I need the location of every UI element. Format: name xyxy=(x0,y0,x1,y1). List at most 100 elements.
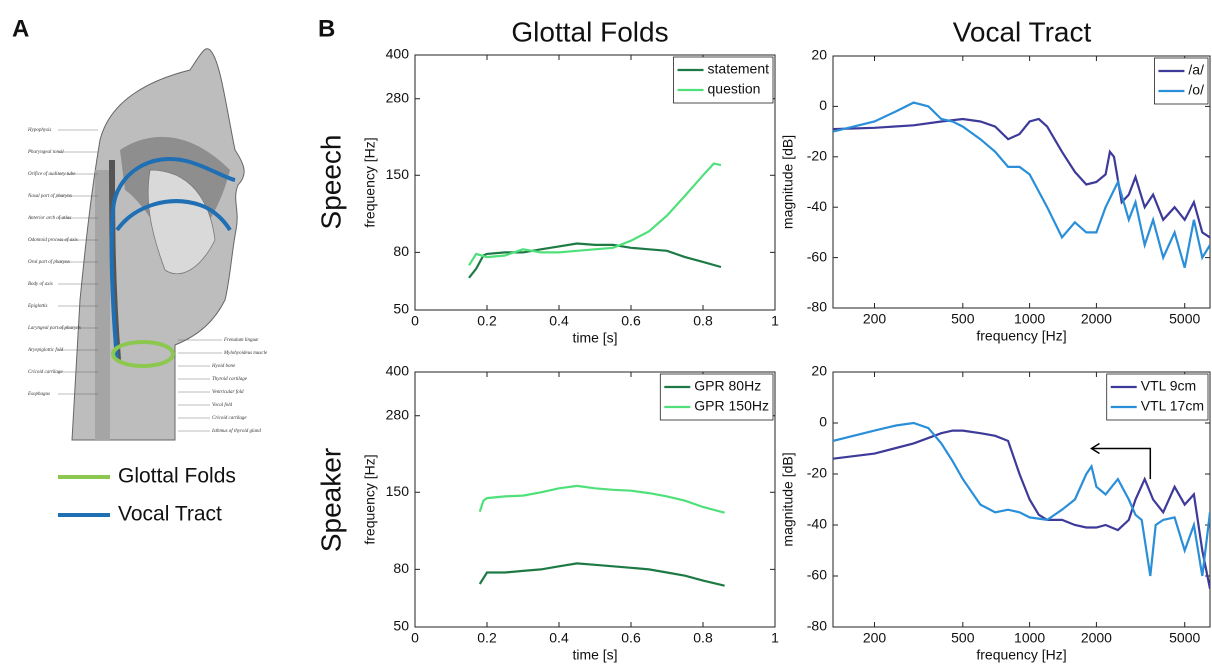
legend-box xyxy=(1154,57,1209,105)
x-tick-label: 0.2 xyxy=(477,630,497,646)
y-axis-label: frequency [Hz] xyxy=(362,454,378,544)
legend-box xyxy=(1106,373,1209,421)
y-tick-label: 20 xyxy=(811,363,827,379)
row-title: Speech xyxy=(315,135,346,230)
x-tick-label: 5000 xyxy=(1169,630,1200,646)
data-line xyxy=(478,484,725,514)
x-tick-label: 1 xyxy=(771,630,779,646)
y-tick-label: -80 xyxy=(807,299,827,315)
y-tick-label: 0 xyxy=(819,97,827,113)
anatomy-label: Hypophysis xyxy=(27,128,51,133)
anatomy-label: Body of axis xyxy=(28,282,53,287)
anatomy-label: Esophagus xyxy=(27,392,50,397)
x-tick-label: 0.6 xyxy=(621,313,641,329)
anatomy-label: Vocal fold xyxy=(212,403,233,408)
y-tick-label: -40 xyxy=(807,516,827,532)
anatomy-label: Ventricular fold xyxy=(212,390,244,395)
x-axis-label: frequency [Hz] xyxy=(976,647,1066,663)
anatomy-label: Nasal part of pharynx xyxy=(27,194,73,199)
anatomy-label: Anterior arch of atlas xyxy=(27,216,71,221)
data-line xyxy=(468,162,722,266)
annotation-arrow xyxy=(1091,447,1152,480)
data-line xyxy=(478,562,725,587)
data-line xyxy=(833,101,1210,269)
y-tick-label: -40 xyxy=(807,198,827,214)
legend: /a/ /o/ xyxy=(1154,57,1209,105)
legend-label: question xyxy=(708,81,761,97)
legend: GPR 80Hz GPR 150Hz xyxy=(659,373,774,421)
x-tick-label: 200 xyxy=(863,630,887,646)
panel-label: A xyxy=(12,15,29,42)
x-tick-label: 0.4 xyxy=(549,630,569,646)
column-title: Glottal Folds xyxy=(511,16,668,47)
y-tick-label: 50 xyxy=(393,618,409,634)
x-tick-label: 2000 xyxy=(1081,311,1112,327)
x-tick-label: 0 xyxy=(411,313,419,329)
x-tick-label: 500 xyxy=(951,311,975,327)
x-tick-label: 0.6 xyxy=(621,630,641,646)
y-tick-label: 280 xyxy=(386,89,410,105)
legend: statement question xyxy=(673,56,774,104)
legend-label: GPR 150Hz xyxy=(694,398,769,414)
y-tick-label: 20 xyxy=(811,47,827,63)
arrow-head xyxy=(1090,442,1100,455)
x-tick-label: 1000 xyxy=(1014,630,1045,646)
legend-label: Glottal Folds xyxy=(118,465,236,488)
legend-label: /a/ xyxy=(1188,62,1204,78)
y-axis-label: frequency [Hz] xyxy=(362,137,378,227)
y-tick-label: 80 xyxy=(393,243,409,259)
x-tick-label: 1 xyxy=(771,313,779,329)
legend-box xyxy=(659,373,774,421)
legend: VTL 9cm VTL 17cm xyxy=(1106,373,1209,421)
x-axis-label: time [s] xyxy=(572,647,617,663)
y-tick-label: -60 xyxy=(807,567,827,583)
x-tick-label: 500 xyxy=(951,630,975,646)
x-tick-label: 0.8 xyxy=(693,313,713,329)
data-line xyxy=(833,421,1210,577)
anatomy-label: Thyroid cartilage xyxy=(212,377,248,382)
panel-label: B xyxy=(318,15,335,42)
column-title: Vocal Tract xyxy=(953,16,1092,47)
y-tick-label: 50 xyxy=(393,301,409,317)
anatomy-label: Laryngeal part of pharynx xyxy=(27,326,82,331)
anatomy-label: Hyoid bone xyxy=(211,364,236,369)
data-line xyxy=(833,429,1210,590)
legend-label: GPR 80Hz xyxy=(694,378,761,394)
legend-label: VTL 17cm xyxy=(1141,398,1204,414)
anatomy-label: Orifice of auditory tube xyxy=(28,172,76,177)
x-tick-label: 0.2 xyxy=(477,313,497,329)
anatomy-label: Isthmus of thyroid gland xyxy=(211,429,261,434)
x-tick-label: 2000 xyxy=(1081,630,1112,646)
anatomy-label: Cricoid cartilage xyxy=(212,416,247,421)
plot-frame xyxy=(832,55,1211,309)
x-axis-label: frequency [Hz] xyxy=(976,328,1066,344)
legend-label: statement xyxy=(708,61,770,77)
x-axis-label: time [s] xyxy=(572,330,617,346)
y-tick-label: 280 xyxy=(386,406,410,422)
data-line xyxy=(833,117,1210,239)
y-tick-label: 80 xyxy=(393,560,409,576)
row-title: Speaker xyxy=(315,448,346,552)
anatomy-illustration xyxy=(71,48,245,441)
x-tick-label: 0.4 xyxy=(549,313,569,329)
x-tick-label: 1000 xyxy=(1014,311,1045,327)
anatomy-label: Frenulum linguæ xyxy=(223,338,259,343)
x-tick-label: 200 xyxy=(863,311,887,327)
y-axis-label: magnitude [dB] xyxy=(780,452,796,546)
legend-label: VTL 9cm xyxy=(1141,378,1197,394)
y-tick-label: -20 xyxy=(807,465,827,481)
y-tick-label: 150 xyxy=(386,166,410,182)
anatomy-label: Oral part of pharynx xyxy=(28,260,71,265)
plot: 200 500 1000 2000 5000 -80 -60 -40 -20 0 20 frequen… xyxy=(780,47,1211,344)
anatomy-label: Pharyngeal tonsil xyxy=(27,150,64,155)
legend-box xyxy=(673,56,774,104)
legend-label: /o/ xyxy=(1188,82,1204,98)
anatomy-label: Mylohyoideus muscle xyxy=(223,351,268,356)
y-tick-label: -80 xyxy=(807,618,827,634)
y-tick-label: -20 xyxy=(807,148,827,164)
plot: 200 500 1000 2000 5000 -80 -60 -40 -20 0 20 frequen… xyxy=(780,363,1211,663)
anatomy-label: Aryepiglottic fold xyxy=(27,348,64,353)
